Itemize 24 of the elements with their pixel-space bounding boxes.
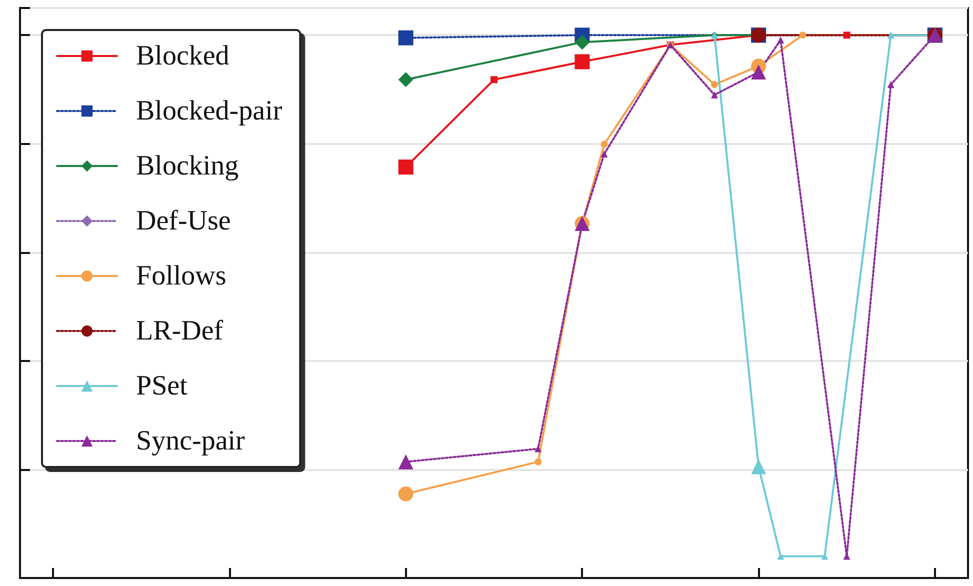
legend-label: LR-Def — [136, 316, 224, 346]
point — [574, 34, 590, 50]
point — [777, 552, 784, 560]
point — [710, 91, 718, 98]
point — [887, 81, 894, 88]
legend-label: Def-Use — [136, 206, 231, 236]
point — [534, 445, 542, 452]
point — [843, 32, 850, 39]
point — [710, 81, 718, 88]
point — [534, 458, 542, 466]
legend-label: Blocking — [136, 150, 239, 182]
point — [600, 150, 608, 158]
point — [398, 30, 414, 46]
point — [398, 72, 414, 88]
legend-label: PSet — [136, 370, 188, 402]
point — [887, 32, 894, 39]
point — [777, 36, 784, 44]
point — [600, 140, 608, 148]
point — [490, 76, 498, 84]
legend-label: Follows — [136, 260, 226, 292]
legend-label: Blocked — [136, 40, 230, 72]
legend-label: Blocked-pair — [136, 96, 283, 126]
point — [799, 32, 806, 39]
legend-label: Sync-pair — [136, 426, 246, 456]
